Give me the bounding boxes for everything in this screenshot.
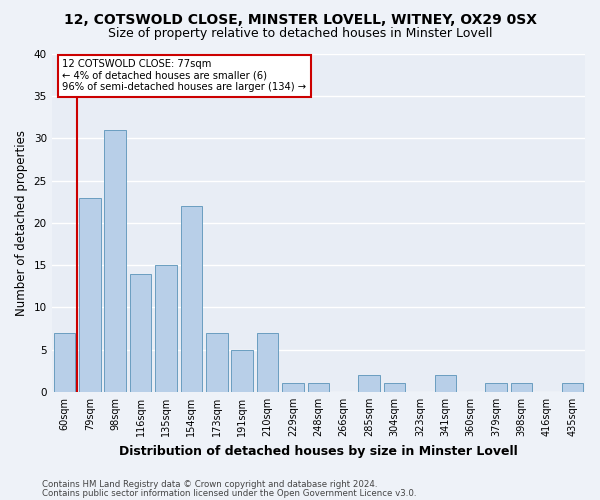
Bar — [104, 130, 126, 392]
Y-axis label: Number of detached properties: Number of detached properties — [15, 130, 28, 316]
Bar — [130, 274, 151, 392]
Bar — [232, 350, 253, 392]
Bar — [308, 384, 329, 392]
Bar — [257, 333, 278, 392]
X-axis label: Distribution of detached houses by size in Minster Lovell: Distribution of detached houses by size … — [119, 444, 518, 458]
Bar — [155, 265, 177, 392]
Bar — [79, 198, 101, 392]
Text: 12 COTSWOLD CLOSE: 77sqm
← 4% of detached houses are smaller (6)
96% of semi-det: 12 COTSWOLD CLOSE: 77sqm ← 4% of detache… — [62, 59, 307, 92]
Bar — [434, 375, 456, 392]
Bar — [181, 206, 202, 392]
Text: Contains public sector information licensed under the Open Government Licence v3: Contains public sector information licen… — [42, 490, 416, 498]
Bar — [53, 333, 75, 392]
Bar — [511, 384, 532, 392]
Text: Contains HM Land Registry data © Crown copyright and database right 2024.: Contains HM Land Registry data © Crown c… — [42, 480, 377, 489]
Bar — [358, 375, 380, 392]
Bar — [562, 384, 583, 392]
Text: 12, COTSWOLD CLOSE, MINSTER LOVELL, WITNEY, OX29 0SX: 12, COTSWOLD CLOSE, MINSTER LOVELL, WITN… — [64, 12, 536, 26]
Bar — [485, 384, 507, 392]
Bar — [384, 384, 406, 392]
Text: Size of property relative to detached houses in Minster Lovell: Size of property relative to detached ho… — [108, 28, 492, 40]
Bar — [206, 333, 227, 392]
Bar — [282, 384, 304, 392]
